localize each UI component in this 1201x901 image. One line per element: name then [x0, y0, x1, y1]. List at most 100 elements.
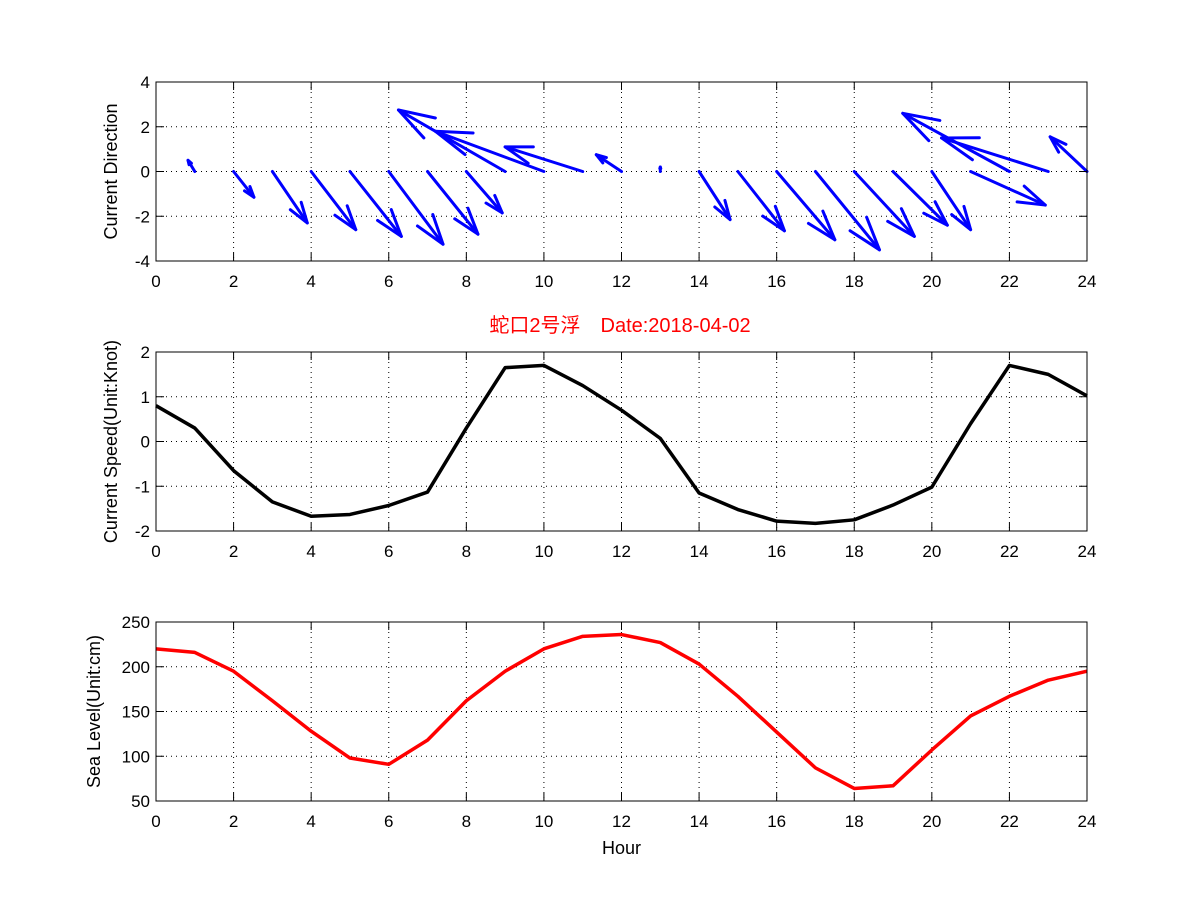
- arrow-shaft: [697, 170, 732, 222]
- x-tick-label: 20: [922, 272, 941, 291]
- arrow-shaft: [930, 170, 973, 232]
- arrow-shaft: [396, 108, 507, 173]
- arrow-shaft: [736, 170, 786, 233]
- direction-arrow: [396, 108, 507, 173]
- y-tick-label: 250: [122, 613, 150, 632]
- x-tick-label: 20: [922, 542, 941, 561]
- arrow-head: [848, 215, 881, 252]
- x-tick-label: 10: [534, 272, 553, 291]
- arrow-head: [376, 208, 403, 238]
- x-tick-label: 4: [306, 272, 315, 291]
- arrow-head: [901, 111, 942, 143]
- x-tick-label: 18: [845, 272, 864, 291]
- x-tick-label: 6: [384, 542, 393, 561]
- arrow-head: [594, 153, 608, 165]
- x-axis-label: Hour: [602, 838, 641, 858]
- y-axis-label: Sea Level(Unit:cm): [84, 635, 104, 788]
- arrow-shaft: [503, 145, 585, 173]
- direction-arrow: [658, 165, 663, 173]
- arrow-head: [433, 129, 475, 157]
- direction-arrow: [426, 170, 480, 236]
- y-tick-label: 200: [122, 658, 150, 677]
- x-tick-label: 12: [612, 542, 631, 561]
- y-tick-label: 100: [122, 747, 150, 766]
- x-tick-label: 24: [1078, 812, 1097, 831]
- x-tick-label: 8: [462, 812, 471, 831]
- y-tick-label: 2: [141, 343, 150, 362]
- arrow-head: [333, 204, 358, 232]
- x-tick-label: 6: [384, 272, 393, 291]
- x-tick-label: 10: [534, 812, 553, 831]
- x-tick-label: 14: [690, 272, 709, 291]
- x-tick-label: 24: [1078, 272, 1097, 291]
- direction-arrow: [186, 158, 197, 173]
- x-tick-label: 16: [767, 542, 786, 561]
- arrow-shaft: [1048, 135, 1089, 173]
- direction-arrow: [503, 145, 585, 173]
- arrow-shaft: [387, 170, 445, 246]
- arrow-shaft: [232, 170, 256, 199]
- x-tick-label: 0: [151, 542, 160, 561]
- arrow-head: [243, 185, 256, 199]
- y-tick-label: 0: [141, 163, 150, 182]
- arrow-head: [288, 200, 309, 225]
- arrow-shaft: [940, 136, 1050, 173]
- y-tick-label: 1: [141, 388, 150, 407]
- direction-arrow: [348, 170, 403, 238]
- arrow-shaft: [348, 170, 403, 238]
- x-tick-label: 4: [306, 812, 315, 831]
- x-tick-label: 20: [922, 812, 941, 831]
- arrow-shaft: [594, 153, 623, 173]
- arrow-shaft: [969, 170, 1047, 207]
- x-tick-label: 8: [462, 272, 471, 291]
- direction-arrow: [594, 153, 623, 173]
- arrow-head: [453, 206, 480, 236]
- direction-arrow: [969, 170, 1047, 207]
- arrow-head: [922, 200, 949, 227]
- y-tick-label: -1: [135, 477, 150, 496]
- x-tick-label: 14: [690, 812, 709, 831]
- y-tick-label: -4: [135, 252, 150, 271]
- x-tick-label: 18: [845, 542, 864, 561]
- arrow-shaft: [426, 170, 480, 236]
- direction-arrow: [387, 170, 445, 246]
- x-tick-label: 14: [690, 542, 709, 561]
- direction-arrow: [930, 170, 973, 232]
- x-tick-label: 22: [1000, 542, 1019, 561]
- direction-arrow: [775, 170, 837, 242]
- arrow-shaft: [309, 170, 358, 232]
- direction-arrow: [270, 170, 309, 225]
- arrow-head: [713, 198, 732, 222]
- x-tick-label: 8: [462, 542, 471, 561]
- arrow-shaft: [270, 170, 309, 225]
- x-tick-label: 2: [229, 812, 238, 831]
- direction-arrow: [464, 170, 504, 215]
- y-tick-label: 2: [141, 118, 150, 137]
- direction-arrow: [232, 170, 256, 199]
- y-tick-label: 4: [141, 73, 150, 92]
- y-tick-label: -2: [135, 522, 150, 541]
- x-tick-label: 2: [229, 272, 238, 291]
- arrow-shaft: [775, 170, 837, 242]
- arrow-head: [415, 212, 445, 246]
- arrow-head: [1015, 184, 1047, 207]
- arrow-head: [950, 204, 973, 232]
- x-tick-label: 4: [306, 542, 315, 561]
- sea-level-line: [155, 632, 1088, 791]
- direction-arrow: [736, 170, 786, 233]
- arrow-head: [1048, 135, 1068, 154]
- x-tick-label: 18: [845, 812, 864, 831]
- arrow-head: [186, 158, 193, 167]
- x-tick-label: 16: [767, 272, 786, 291]
- direction-arrow: [891, 170, 949, 227]
- y-tick-label: 0: [141, 433, 150, 452]
- speed-line: [155, 363, 1088, 526]
- x-tick-label: 12: [612, 272, 631, 291]
- x-tick-label: 24: [1078, 542, 1097, 561]
- direction-arrow: [852, 170, 916, 238]
- y-tick-label: 50: [131, 792, 150, 811]
